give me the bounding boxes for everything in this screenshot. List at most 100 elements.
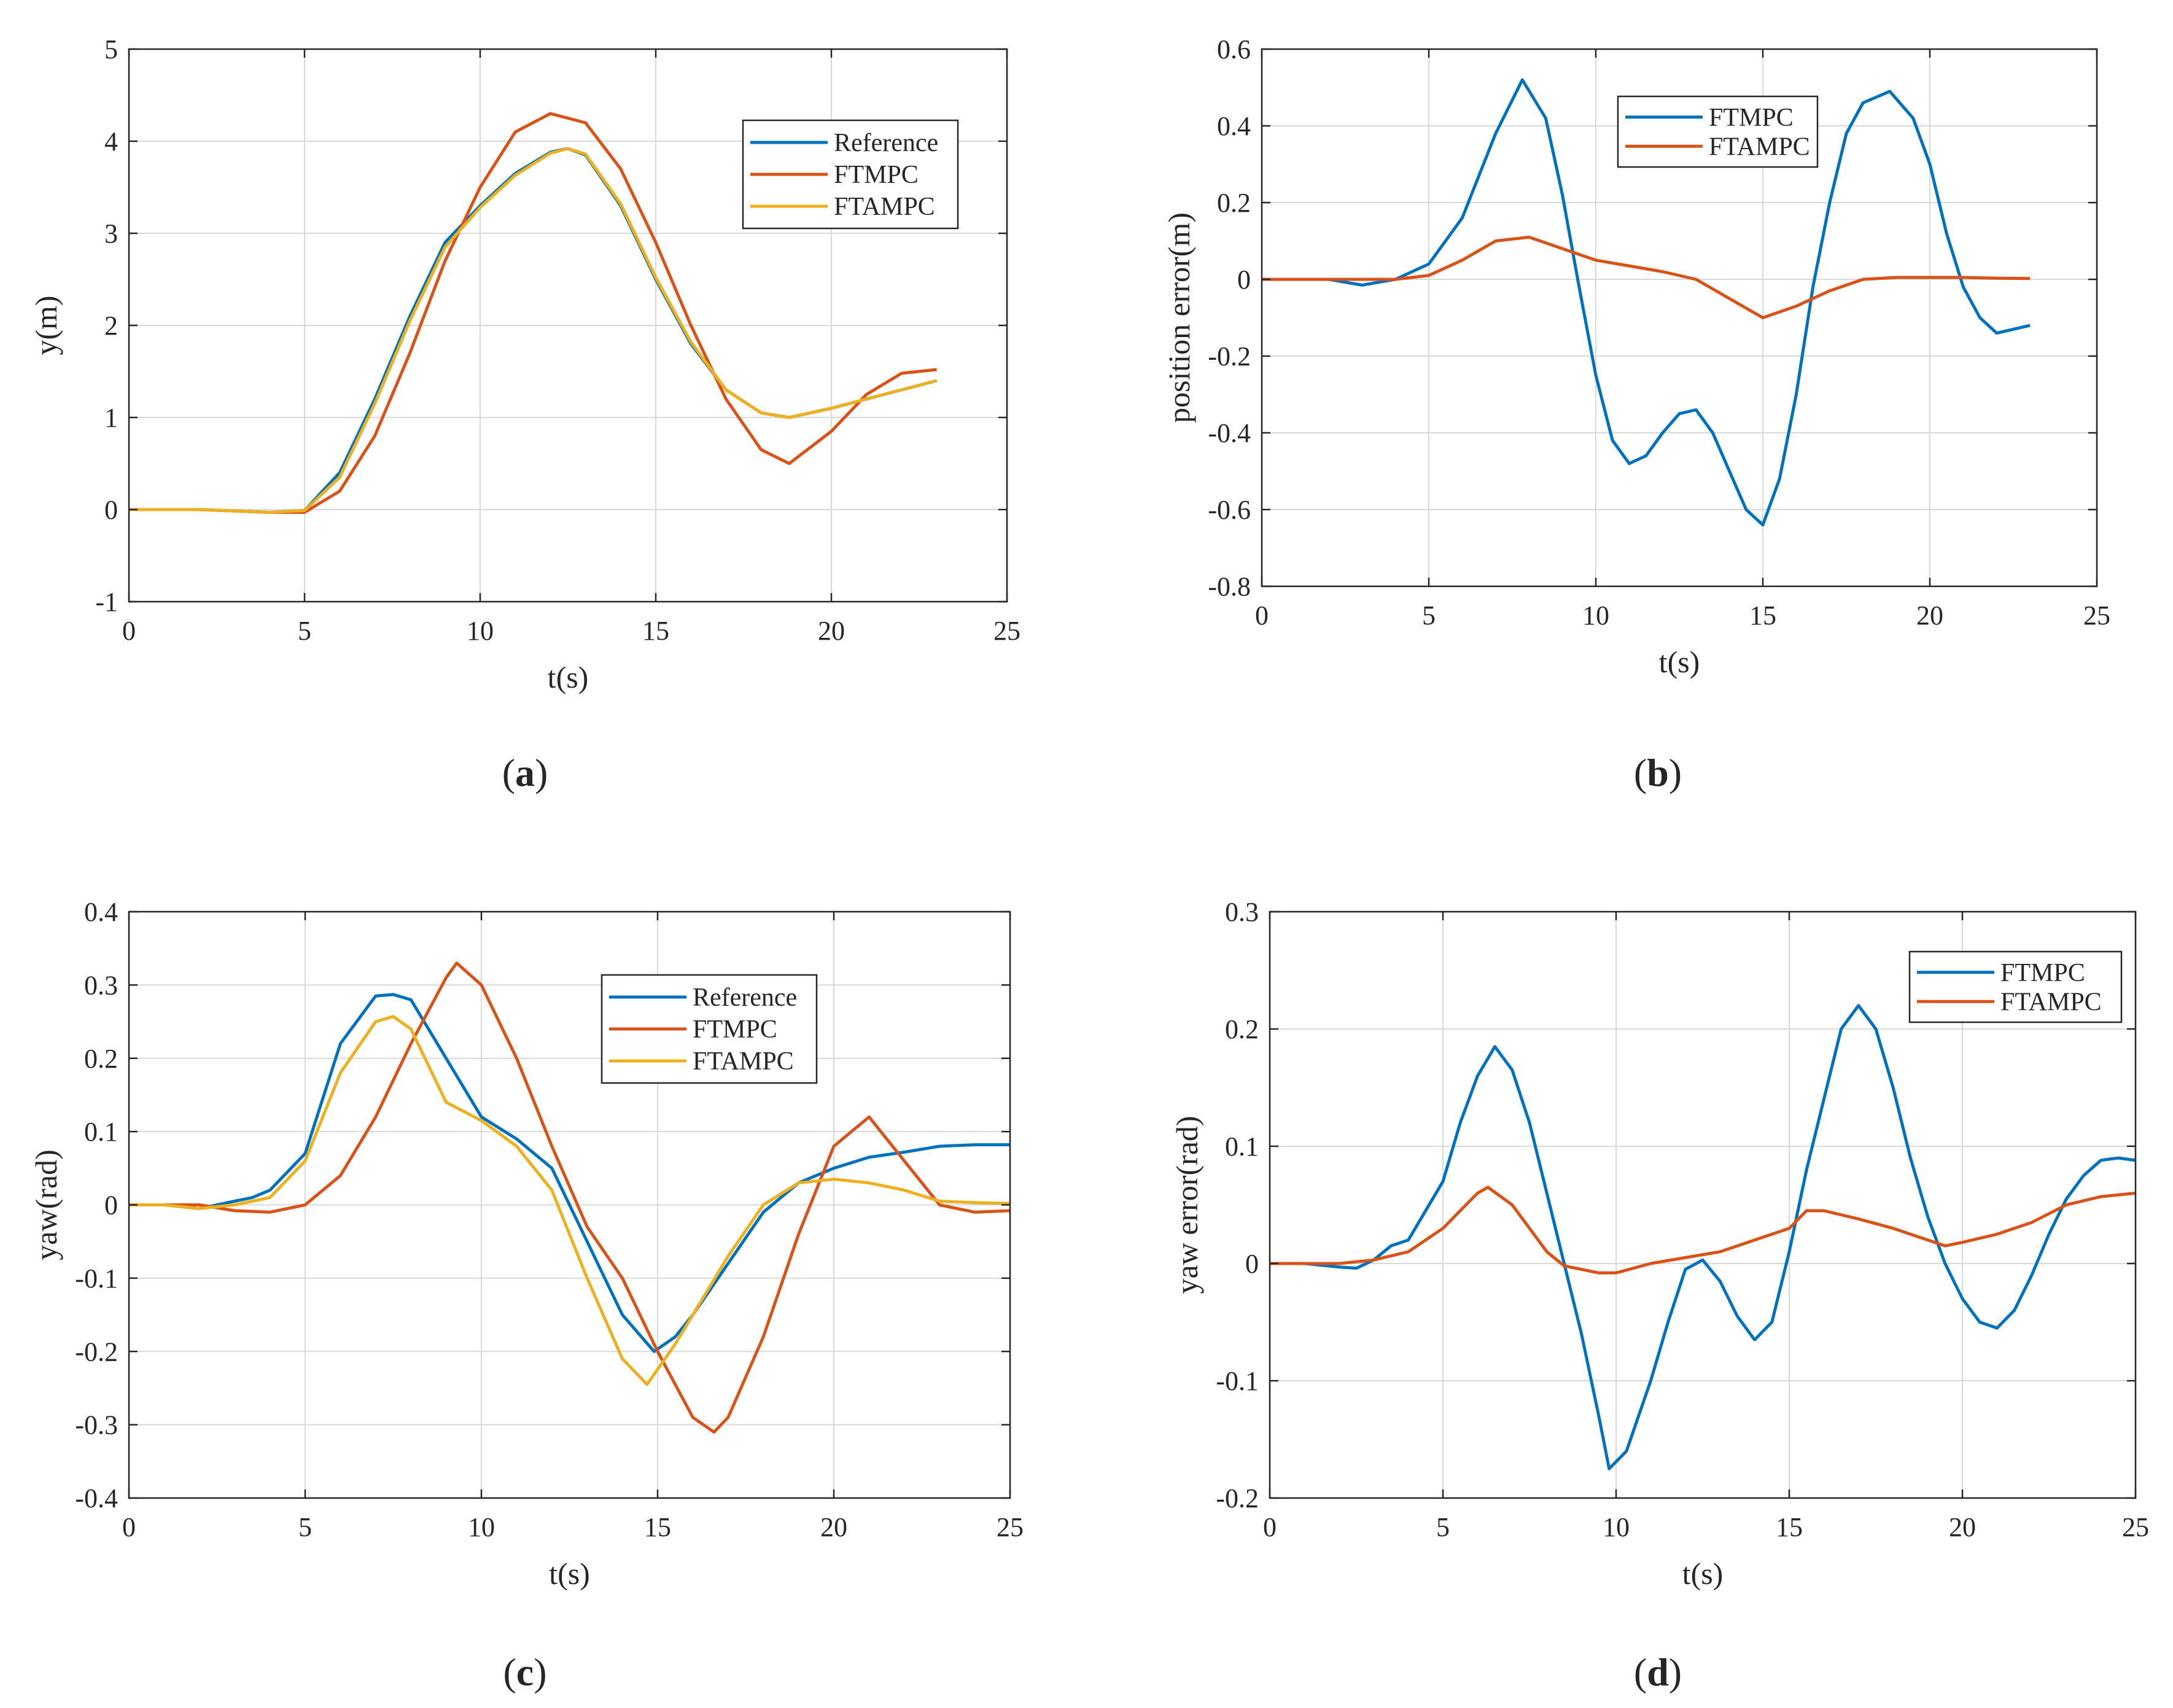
y-tick-label: -0.4 bbox=[1208, 418, 1251, 448]
x-tick-label: 5 bbox=[298, 616, 311, 646]
x-tick-label: 25 bbox=[2122, 1512, 2149, 1542]
chart-c: 0 5 10 15 20 25 -0.4 -0.3 -0.2 -0.1 0 0.1 0.2 0.3 0.4 t… bbox=[29, 897, 1024, 1591]
y-tick-label: 0 bbox=[104, 495, 118, 525]
y-tick-label: 5 bbox=[104, 34, 118, 64]
series-line-ftampc bbox=[129, 147, 938, 514]
x-tick-label: 20 bbox=[1916, 600, 1943, 631]
caption-letter: a bbox=[515, 751, 535, 794]
axes-box bbox=[1261, 48, 2098, 588]
y-tick-label: 0.4 bbox=[1217, 111, 1251, 141]
y-tick-label: 1 bbox=[104, 403, 118, 433]
y-tick-label: 0.3 bbox=[1225, 897, 1259, 927]
legend-label-reference: Reference bbox=[693, 984, 797, 1012]
x-tick-label: 10 bbox=[1603, 1512, 1630, 1542]
x-tick-label: 20 bbox=[818, 616, 845, 646]
y-tick-label: -0.2 bbox=[75, 1337, 118, 1367]
caption-open: ( bbox=[502, 751, 515, 794]
legend-label-ftmpc: FTMPC bbox=[1709, 104, 1794, 132]
y-tick-label: -0.6 bbox=[1208, 495, 1251, 525]
x-tick-label: 0 bbox=[122, 1512, 136, 1542]
y-axis-label: yaw(rad) bbox=[29, 1149, 63, 1260]
x-tick-label: 10 bbox=[468, 1512, 495, 1542]
x-tick-label: 25 bbox=[2083, 600, 2110, 631]
chart-b: 0 5 10 15 20 25 -0.8 -0.6 -0.4 -0.2 0 0.2 0.4 0.6 t(s)… bbox=[1162, 34, 2110, 679]
x-tick-label: 5 bbox=[1422, 600, 1436, 631]
series-line-ftampc bbox=[1270, 1186, 2136, 1275]
y-tick-label: 0.2 bbox=[1225, 1014, 1259, 1044]
chart-caption: (d) bbox=[1634, 1650, 1682, 1694]
chart-caption: (c) bbox=[503, 1650, 546, 1694]
caption-open: ( bbox=[1634, 1650, 1647, 1694]
y-axis-label: y(m) bbox=[29, 295, 63, 355]
x-tick-label: 10 bbox=[1582, 600, 1609, 631]
y-tick-label: 0 bbox=[1245, 1249, 1259, 1279]
y-tick-label: 0.6 bbox=[1217, 34, 1251, 64]
chart-caption: (b) bbox=[1634, 751, 1682, 794]
caption-open: ( bbox=[1634, 751, 1647, 794]
series-line-ftmpc bbox=[129, 112, 937, 514]
x-tick-label: 15 bbox=[1749, 600, 1776, 631]
series-line-ftampc bbox=[129, 1015, 1011, 1386]
caption-letter: b bbox=[1647, 751, 1669, 794]
legend-label-ftampc: FTAMPC bbox=[693, 1047, 794, 1076]
series-line-ftmpc bbox=[1262, 78, 2031, 527]
x-tick-label: 15 bbox=[1776, 1512, 1803, 1542]
caption-close: ) bbox=[534, 1650, 546, 1694]
x-tick-label: 5 bbox=[1436, 1512, 1450, 1542]
series-line-reference bbox=[129, 993, 1010, 1353]
y-tick-label: 3 bbox=[104, 219, 118, 249]
legend-label-ftampc: FTAMPC bbox=[2000, 988, 2102, 1016]
y-tick-label: -0.4 bbox=[75, 1483, 118, 1513]
y-tick-label: 0.3 bbox=[84, 970, 118, 1000]
x-tick-label: 10 bbox=[467, 616, 494, 646]
legend-label-ftampc: FTAMPC bbox=[1709, 133, 1810, 161]
legend-label-ftmpc: FTMPC bbox=[834, 161, 919, 189]
y-tick-label: -0.1 bbox=[75, 1264, 118, 1294]
y-tick-label: -1 bbox=[95, 587, 118, 617]
y-tick-label: 0.2 bbox=[84, 1044, 118, 1074]
x-tick-label: 15 bbox=[644, 1512, 671, 1542]
y-tick-label: 0.2 bbox=[1217, 188, 1251, 218]
caption-open: ( bbox=[503, 1650, 516, 1694]
legend-label-reference: Reference bbox=[834, 129, 938, 157]
chart-d: 0 5 10 15 20 25 -0.2 -0.1 0 0.1 0.2 0.3 t(s) yaw erro… bbox=[1170, 897, 2149, 1591]
y-tick-label: -0.2 bbox=[1216, 1483, 1259, 1513]
series-line-ftmpc bbox=[129, 961, 1011, 1434]
y-tick-label: -0.3 bbox=[75, 1410, 118, 1440]
chart-a: 0 5 10 15 20 25-1012345t(s)y(m)ReferenceFTMPC… bbox=[29, 34, 1020, 694]
caption-close: ) bbox=[1669, 1650, 1682, 1694]
x-tick-label: 0 bbox=[122, 616, 136, 646]
y-tick-label: 0.1 bbox=[1225, 1132, 1259, 1162]
x-tick-label: 25 bbox=[997, 1512, 1024, 1542]
y-tick-label: 4 bbox=[104, 126, 118, 157]
series-line-ftmpc bbox=[1270, 1004, 2136, 1470]
legend-label-ftmpc: FTMPC bbox=[693, 1015, 777, 1044]
x-axis-label: t(s) bbox=[548, 660, 589, 694]
y-tick-label: 0.1 bbox=[84, 1117, 118, 1147]
x-axis-label: t(s) bbox=[549, 1556, 590, 1591]
axes-box bbox=[1269, 910, 2137, 1499]
chart-caption: (a) bbox=[502, 751, 548, 794]
y-axis-label: position error(m) bbox=[1162, 212, 1196, 423]
x-axis-label: t(s) bbox=[1682, 1556, 1724, 1591]
x-axis-label: t(s) bbox=[1659, 645, 1700, 679]
legend-box bbox=[1908, 950, 2123, 1023]
x-tick-label: 5 bbox=[298, 1512, 312, 1542]
x-tick-label: 25 bbox=[993, 616, 1020, 646]
y-tick-label: 0 bbox=[104, 1190, 118, 1221]
y-tick-label: -0.1 bbox=[1216, 1366, 1259, 1396]
legend-box bbox=[1617, 95, 1819, 168]
legend: Reference FTMPC FTAMPC bbox=[601, 974, 818, 1084]
legend: Reference FTMPC FTAMPC bbox=[742, 119, 959, 230]
y-tick-label: -0.8 bbox=[1208, 572, 1251, 602]
caption-close: ) bbox=[535, 751, 548, 794]
series-line-ftampc bbox=[1262, 235, 2031, 319]
x-tick-label: 0 bbox=[1255, 600, 1269, 631]
y-tick-label: 0.4 bbox=[84, 897, 118, 927]
legend-label-ftampc: FTAMPC bbox=[834, 193, 935, 221]
y-tick-label: 2 bbox=[104, 311, 118, 341]
y-tick-label: -0.2 bbox=[1208, 341, 1251, 371]
x-tick-label: 0 bbox=[1263, 1512, 1277, 1542]
x-tick-label: 20 bbox=[820, 1512, 847, 1542]
